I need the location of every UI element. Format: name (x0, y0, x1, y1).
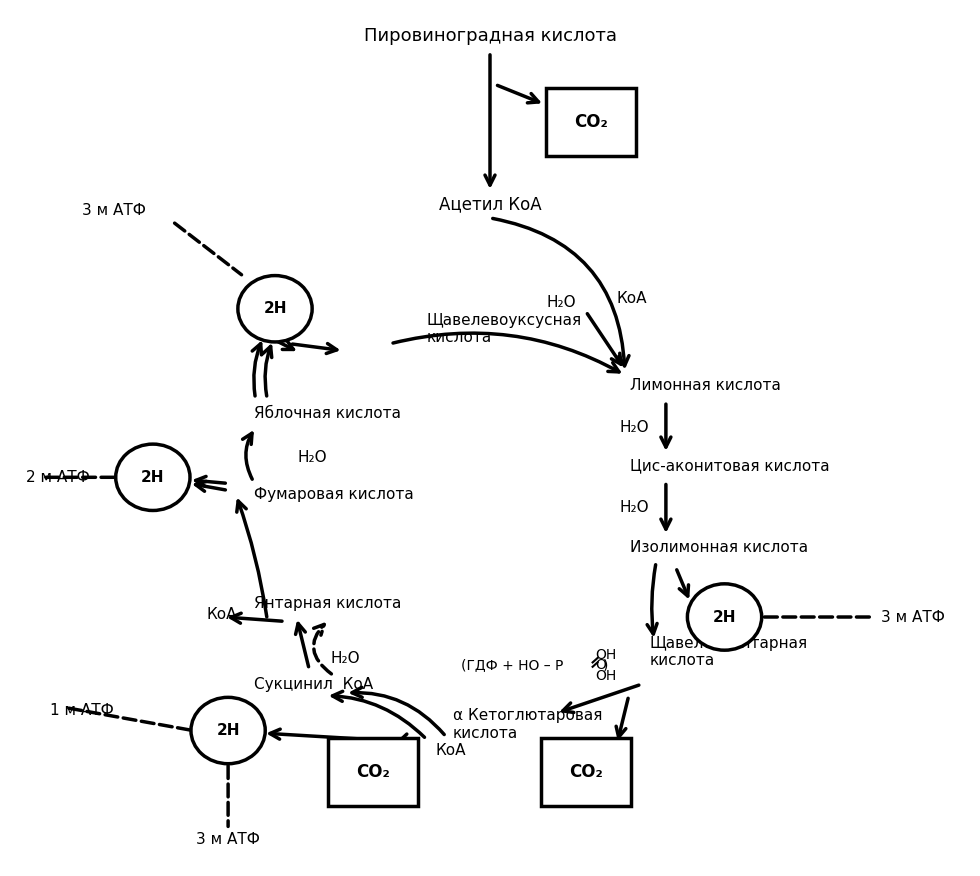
Text: 2H: 2H (264, 301, 287, 316)
Text: Сукцинил  КоА: Сукцинил КоА (254, 677, 372, 692)
Text: H₂O: H₂O (297, 449, 327, 464)
Text: Фумаровая кислота: Фумаровая кислота (254, 487, 414, 502)
Text: КоА: КоА (616, 291, 647, 306)
Circle shape (687, 583, 761, 650)
Circle shape (116, 444, 190, 511)
Circle shape (191, 697, 266, 764)
Text: H₂O: H₂O (547, 295, 576, 310)
Text: 1 м АТФ: 1 м АТФ (50, 703, 114, 718)
Text: Щавелевоуксусная
кислота: Щавелевоуксусная кислота (426, 313, 581, 345)
Text: КоА: КоА (436, 743, 466, 758)
Text: CO₂: CO₂ (356, 763, 390, 781)
FancyBboxPatch shape (546, 88, 636, 156)
Text: (ГДФ + НО – Р: (ГДФ + НО – Р (461, 658, 564, 672)
Text: КоА: КоА (206, 607, 236, 622)
FancyBboxPatch shape (541, 738, 631, 806)
Text: ОН: ОН (596, 668, 616, 682)
Text: 3 м АТФ: 3 м АТФ (196, 832, 260, 847)
Text: Цис-аконитовая кислота: Цис-аконитовая кислота (630, 458, 829, 473)
Text: H₂O: H₂O (330, 651, 361, 666)
Text: 2H: 2H (712, 610, 736, 625)
Text: ОН: ОН (596, 647, 616, 661)
Text: 2H: 2H (217, 723, 240, 738)
Text: 2 м АТФ: 2 м АТФ (25, 470, 89, 484)
Circle shape (238, 276, 313, 342)
Text: 3 м АТФ: 3 м АТФ (881, 610, 945, 625)
Text: CO₂: CO₂ (569, 763, 603, 781)
Text: Пировиноградная кислота: Пировиноградная кислота (364, 27, 616, 46)
Text: H₂O: H₂O (619, 500, 650, 515)
Text: Яблочная кислота: Яблочная кислота (254, 406, 401, 421)
Text: ): ) (604, 658, 609, 672)
Text: Изолимонная кислота: Изолимонная кислота (630, 540, 808, 555)
Text: 3 м АТФ: 3 м АТФ (82, 203, 146, 218)
Text: Лимонная кислота: Лимонная кислота (630, 378, 781, 393)
Text: 2H: 2H (141, 470, 165, 484)
Text: О: О (596, 658, 607, 672)
Text: H₂O: H₂O (619, 420, 650, 435)
Text: Ацетил КоА: Ацетил КоА (439, 195, 541, 213)
FancyBboxPatch shape (327, 738, 417, 806)
Text: Янтарная кислота: Янтарная кислота (254, 597, 401, 611)
Text: Щавелевоянтарная
кислота: Щавелевоянтарная кислота (650, 636, 808, 668)
Text: α Кетоглютаровая
кислота: α Кетоглютаровая кислота (453, 708, 603, 740)
Text: CO₂: CO₂ (573, 113, 608, 131)
